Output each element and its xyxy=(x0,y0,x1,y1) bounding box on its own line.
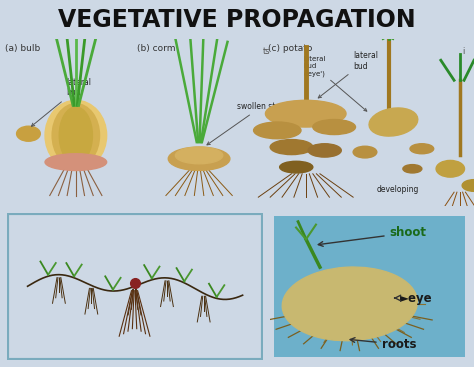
Ellipse shape xyxy=(282,267,418,341)
Ellipse shape xyxy=(313,120,356,135)
Ellipse shape xyxy=(462,179,474,191)
Text: ►eye: ►eye xyxy=(400,291,432,305)
Ellipse shape xyxy=(59,107,92,164)
Ellipse shape xyxy=(175,147,223,164)
Text: ts: ts xyxy=(263,47,271,56)
Text: developing: developing xyxy=(377,185,419,195)
Ellipse shape xyxy=(270,139,313,155)
Text: roots: roots xyxy=(350,338,416,351)
Text: (c) potato: (c) potato xyxy=(268,44,312,52)
Ellipse shape xyxy=(353,146,377,158)
Ellipse shape xyxy=(168,147,230,170)
Ellipse shape xyxy=(280,161,313,173)
Ellipse shape xyxy=(369,108,418,136)
Ellipse shape xyxy=(45,154,107,170)
Ellipse shape xyxy=(254,122,301,139)
Ellipse shape xyxy=(308,144,341,157)
Ellipse shape xyxy=(403,165,422,173)
FancyBboxPatch shape xyxy=(274,216,465,357)
Text: shoot: shoot xyxy=(318,226,427,246)
Ellipse shape xyxy=(45,100,107,170)
Ellipse shape xyxy=(410,144,434,154)
Text: lateral
bud
('eye'): lateral bud ('eye') xyxy=(303,56,367,111)
Text: (a) bulb: (a) bulb xyxy=(5,44,40,52)
Ellipse shape xyxy=(17,126,40,141)
Ellipse shape xyxy=(436,160,465,177)
Text: lateral
bud: lateral bud xyxy=(31,78,91,126)
Ellipse shape xyxy=(52,103,100,167)
Text: lateral
bud: lateral bud xyxy=(318,51,378,98)
Text: VEGETATIVE PROPAGATION: VEGETATIVE PROPAGATION xyxy=(58,8,416,32)
Text: (b) corm: (b) corm xyxy=(137,44,176,52)
Ellipse shape xyxy=(265,100,346,127)
Text: i: i xyxy=(462,47,465,56)
Text: swollen stem: swollen stem xyxy=(207,102,287,145)
